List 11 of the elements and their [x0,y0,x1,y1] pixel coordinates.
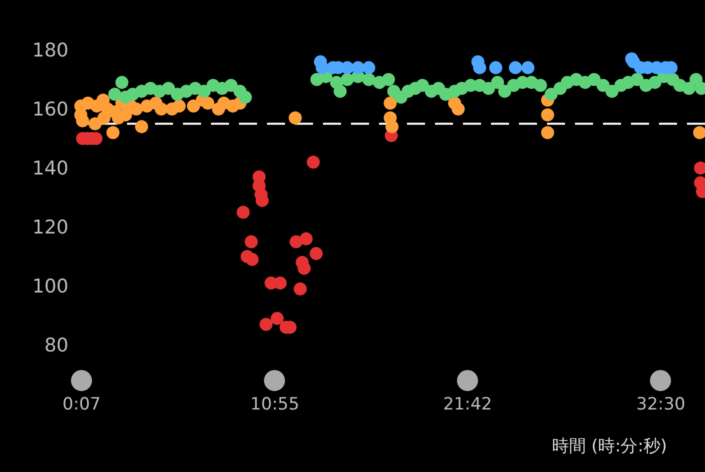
y-tick-label: 180 [32,40,68,62]
x-tick-label: 32:30 [636,394,686,415]
y-tick-label: 160 [32,98,68,120]
y-tick-label: 80 [44,334,68,356]
y-tick-label: 100 [32,276,68,298]
x-tick-label: 10:55 [250,394,300,415]
x-tick-label: 0:07 [62,394,101,415]
y-tick-label: 140 [32,158,68,180]
y-tick-label: 120 [32,216,68,238]
x-axis-title: 時間 (時:分:秒) [552,436,668,457]
x-tick-label: 21:42 [443,394,492,415]
